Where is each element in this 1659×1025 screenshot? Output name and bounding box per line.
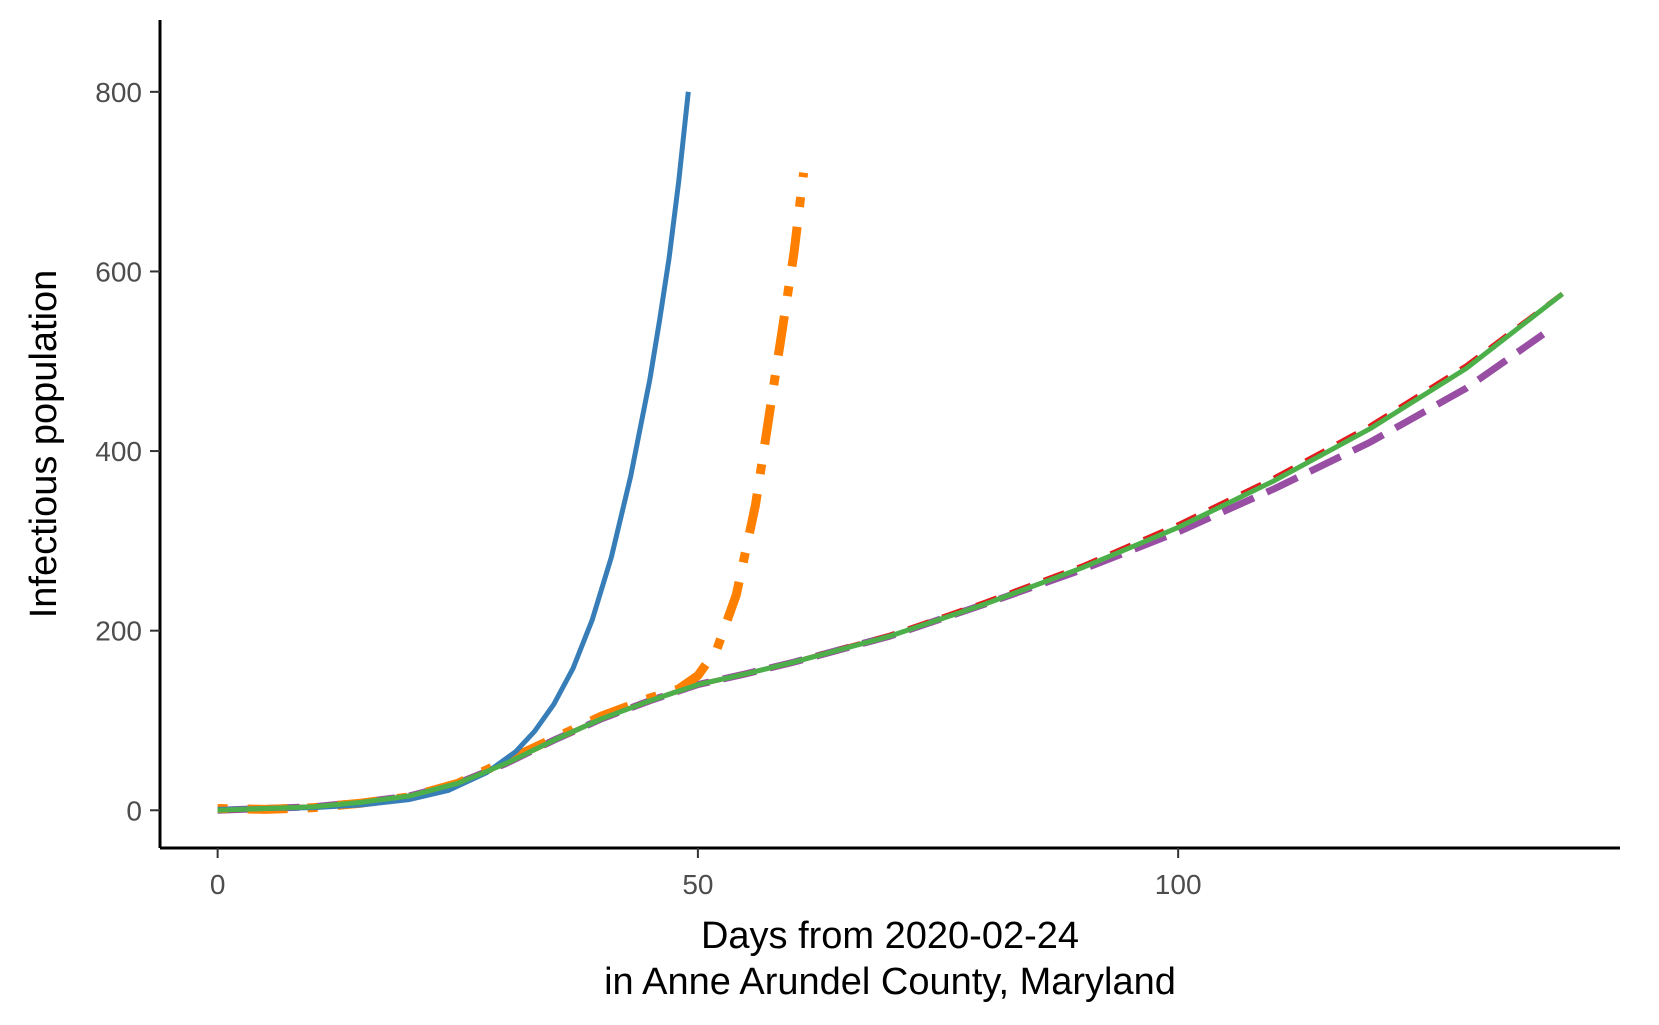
x-ticks: 0 50 100 bbox=[210, 848, 1202, 900]
y-tick-label: 600 bbox=[95, 256, 142, 287]
x-tick-label: 50 bbox=[682, 869, 713, 900]
x-axis-title-line1: Days from 2020-02-24 bbox=[701, 915, 1079, 957]
series-layer bbox=[217, 91, 1564, 814]
y-ticks: 0 200 400 600 800 bbox=[95, 77, 160, 826]
series-line-3 bbox=[217, 331, 1546, 814]
y-tick-label: 0 bbox=[126, 795, 142, 826]
series-line-1 bbox=[217, 172, 809, 814]
series-line-2 bbox=[217, 291, 1564, 813]
x-tick-label: 0 bbox=[210, 869, 226, 900]
y-tick-label: 400 bbox=[95, 436, 142, 467]
series-line-0 bbox=[217, 91, 691, 812]
y-axis-title: Infectious population bbox=[23, 270, 65, 619]
x-axis-title-line2: in Anne Arundel County, Maryland bbox=[604, 961, 1176, 1003]
y-tick-label: 800 bbox=[95, 77, 142, 108]
x-tick-label: 100 bbox=[1155, 869, 1202, 900]
series-line-4 bbox=[217, 291, 1564, 813]
y-tick-label: 200 bbox=[95, 616, 142, 647]
